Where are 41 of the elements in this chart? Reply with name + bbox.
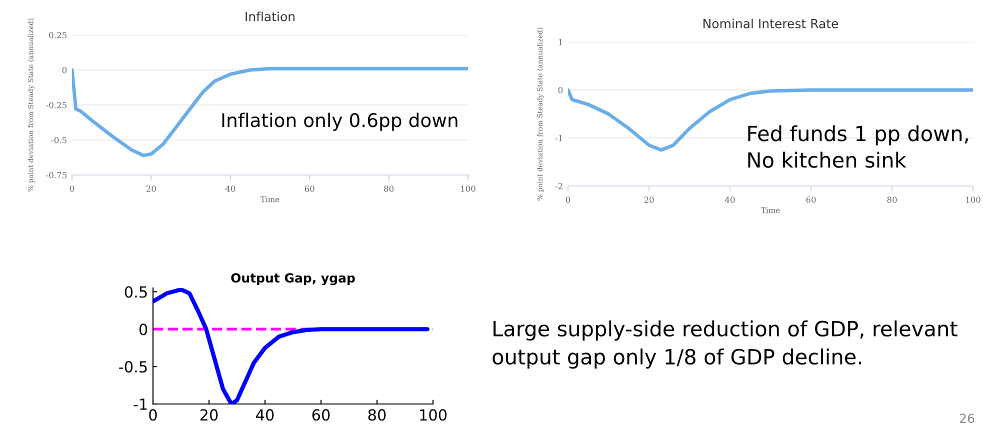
text: Large supply-side reduction of GDP, relevant output gap only 1/8 of GDP decline. [492, 320, 958, 369]
x-tick-label: 40 [256, 409, 274, 421]
chart-title: Output Gap, ygap [231, 273, 355, 286]
x-tick-label: 20 [200, 409, 218, 421]
y-tick-label: -1 [134, 398, 147, 410]
x-tick-label: 100 [461, 186, 476, 192]
y-tick-label: 0 [62, 66, 67, 74]
x-tick-label: 60 [312, 409, 330, 421]
x-tick-label: 80 [368, 409, 386, 421]
x-tick-label: 80 [384, 186, 394, 192]
line-series [72, 66, 468, 158]
x-tick-label: 100 [966, 196, 980, 203]
chart-title: Inflation [246, 12, 294, 22]
y-tick-label: -0.5 [51, 136, 66, 144]
x-tick-label: 20 [644, 196, 654, 203]
y-tick-label: 0 [139, 324, 148, 336]
x-tick-label: 20 [146, 186, 156, 192]
y-tick-label: -2 [555, 182, 562, 190]
y-tick-label: -0.5 [119, 361, 147, 373]
y-tick-label: -1 [555, 134, 562, 142]
x-tick-label: 40 [225, 186, 236, 192]
x-tick-label: 0 [566, 196, 570, 203]
x-tick-label: 60 [304, 186, 314, 192]
y-tick-label: 0.5 [124, 286, 147, 298]
y-tick-label: -0.75 [46, 172, 66, 178]
chart-title: Nominal Interest Rate [703, 18, 838, 28]
x-tick-label: 60 [806, 196, 816, 203]
annotation: Fed funds 1 pp down, No kitchen sink [748, 125, 968, 168]
y-tick-label: 0 [558, 86, 563, 94]
y-tick-label: 1 [558, 38, 562, 46]
annotation: Inflation only 0.6pp down [222, 112, 458, 131]
x-tick-label: 0 [70, 186, 74, 192]
y-tick-label: 0.25 [49, 32, 66, 38]
y-tick-label: -0.25 [46, 102, 66, 108]
line-series [153, 288, 430, 404]
text: 26 [960, 414, 974, 424]
x-tick-label: 0 [149, 409, 157, 421]
line-series [568, 88, 973, 152]
x-tick-label: 40 [724, 196, 735, 203]
x-tick-label: 100 [420, 409, 447, 421]
x-tick-label: 80 [887, 196, 897, 203]
